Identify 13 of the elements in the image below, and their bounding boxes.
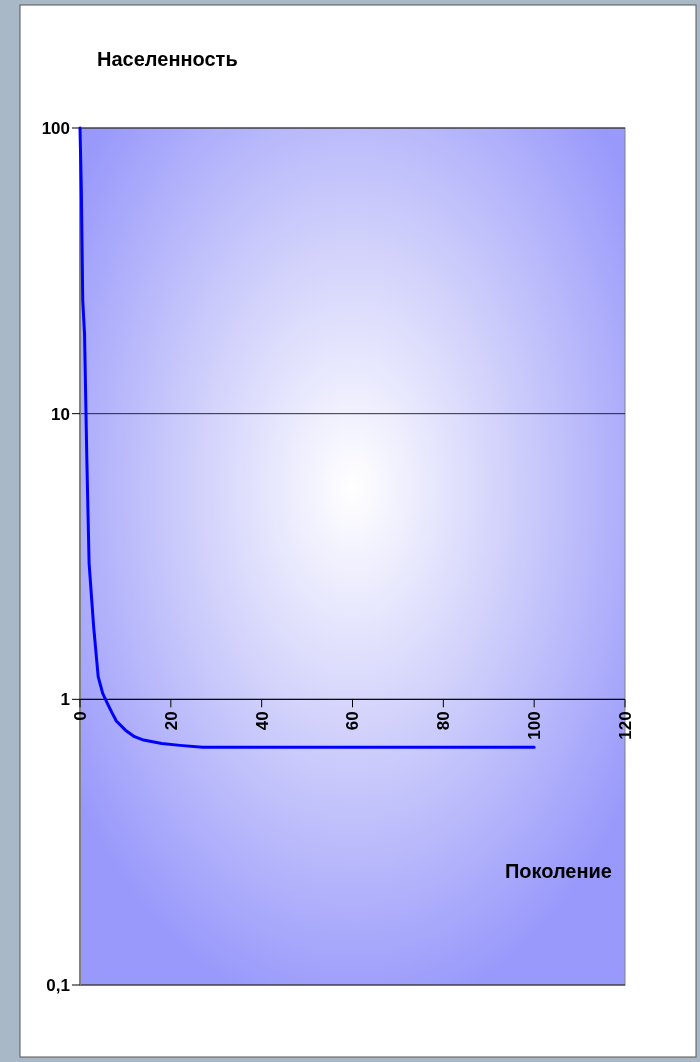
y-tick-label: 100 [41,118,70,138]
y-tick-label: 10 [51,404,70,424]
x-tick-label: 100 [525,711,545,740]
x-tick-label: 20 [161,711,181,731]
x-tick-label: 60 [343,711,363,731]
x-tick-label: 120 [615,711,635,740]
x-tick-label: 80 [434,711,454,731]
x-tick-label: 40 [252,711,272,731]
y-tick-label: 0,1 [46,975,70,995]
x-tick-label: 0 [70,711,90,721]
x-axis-title: Поколение [504,860,612,882]
y-axis-title: Населенность [97,48,238,70]
y-tick-label: 1 [60,690,70,710]
